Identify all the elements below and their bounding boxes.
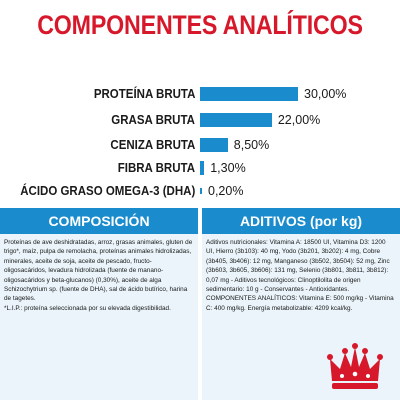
- royal-canin-crown-logo: [327, 343, 383, 389]
- aditivos-panel: Aditivos nutricionales: Vitamina A: 1850…: [202, 234, 400, 400]
- chart-category-label: CENIZA BRUTA: [110, 138, 195, 152]
- chart-category-label: ÁCIDO GRASO OMEGA-3 (DHA): [19, 184, 195, 198]
- composicion-note: *L.I.P.: proteína seleccionada por su el…: [4, 304, 171, 312]
- chart-row: FIBRA BRUTA 1,30%: [0, 158, 400, 178]
- chart-row: CENIZA BRUTA 8,50%: [0, 135, 400, 155]
- aditivos-text: Aditivos nutricionales: Vitamina A: 1850…: [206, 239, 394, 312]
- composicion-text: Proteínas de ave deshidratadas, arroz, g…: [4, 239, 193, 303]
- chart-bar: [200, 161, 205, 175]
- chart-row: GRASA BRUTA 22,00%: [0, 110, 400, 130]
- chart-row: ÁCIDO GRASO OMEGA-3 (DHA) 0,20%: [0, 181, 400, 201]
- chart-row: PROTEÍNA BRUTA 30,00%: [0, 84, 400, 104]
- chart-bar: [200, 87, 298, 101]
- chart-value-label: 0,20%: [208, 184, 244, 198]
- chart-category-label: GRASA BRUTA: [111, 113, 195, 127]
- analytics-bar-chart: PROTEÍNA BRUTA 30,00% GRASA BRUTA 22,00% CEN…: [0, 78, 400, 208]
- chart-category-label: FIBRA BRUTA: [117, 161, 195, 175]
- composicion-panel: Proteínas de ave deshidratadas, arroz, g…: [0, 234, 198, 400]
- aditivos-header: ADITIVOS (por kg): [202, 208, 400, 234]
- composicion-header: COMPOSICIÓN: [0, 208, 198, 234]
- chart-bar: [200, 138, 228, 152]
- chart-value-label: 8,50%: [233, 138, 270, 152]
- chart-value-label: 1,30%: [210, 161, 246, 175]
- chart-value-label: 30,00%: [304, 87, 347, 101]
- chart-value-label: 22,00%: [277, 113, 321, 127]
- page-title: COMPONENTES ANALÍTICOS: [37, 10, 363, 40]
- chart-bar: [200, 188, 202, 194]
- chart-bar: [200, 113, 272, 127]
- chart-category-label: PROTEÍNA BRUTA: [93, 87, 195, 101]
